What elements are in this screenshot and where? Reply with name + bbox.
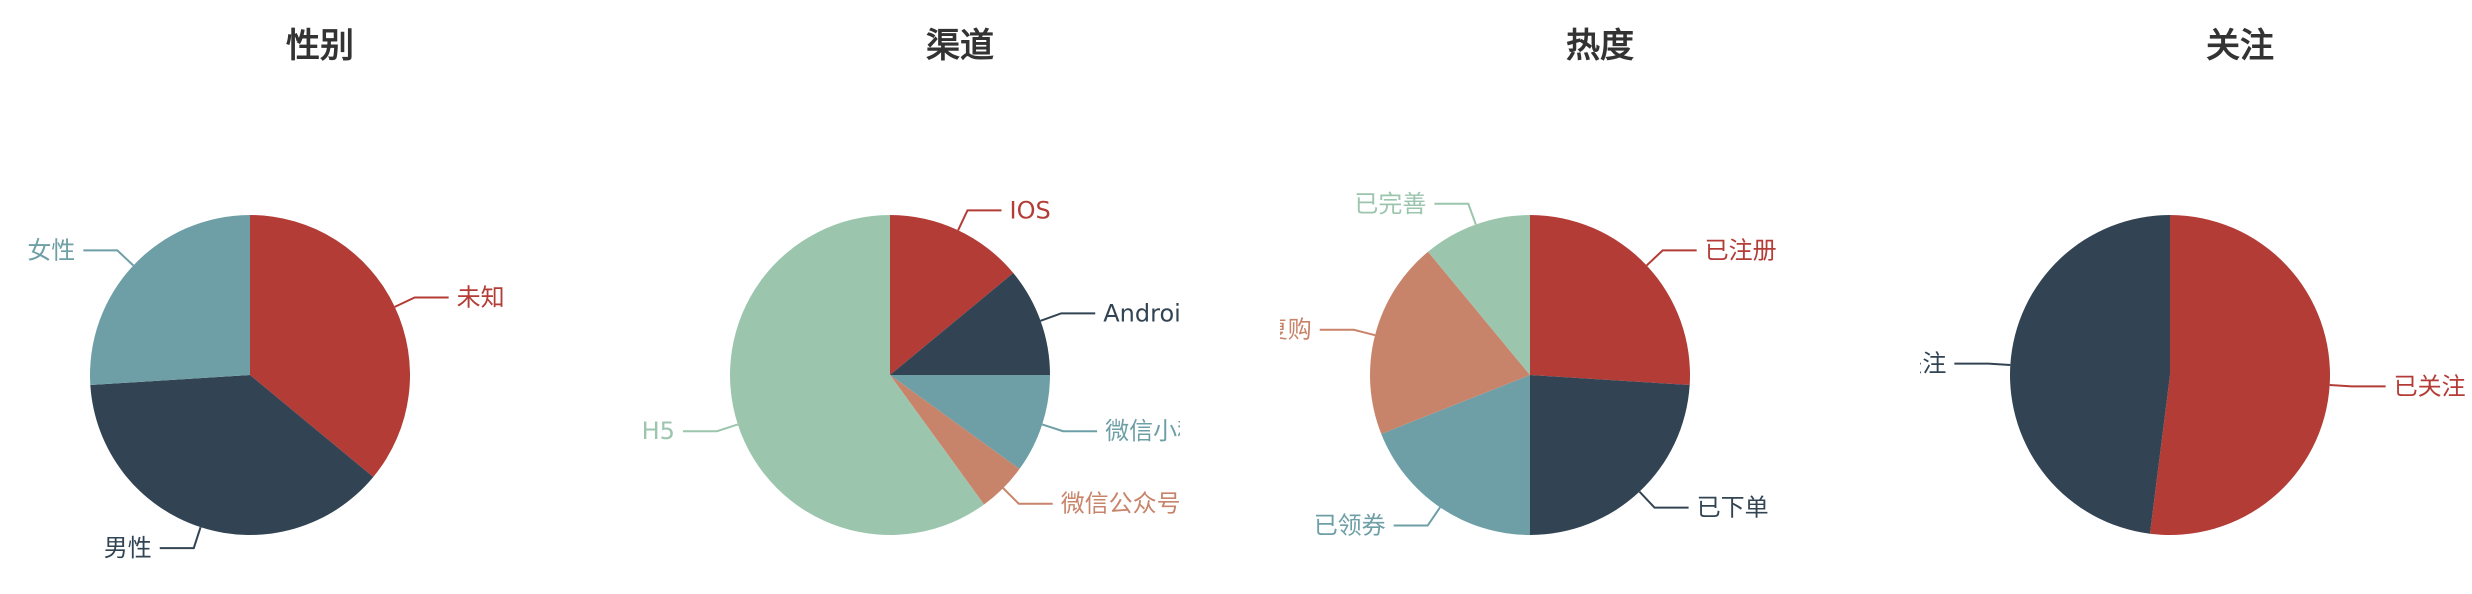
pie-slice[interactable] [890,375,1020,505]
pie-slice[interactable] [90,375,374,535]
pie-slice[interactable] [2149,215,2330,535]
chart-title: 性别 [286,26,354,66]
pie-slice[interactable] [890,273,1050,375]
pie-chart-follow: 关注 已关注 未关注 [1920,0,2472,594]
label-leader-line [1645,249,1697,267]
slice-label: H5 [642,417,675,445]
label-leader-line [957,209,1002,231]
label-leader-line [1638,490,1689,509]
pie-slice[interactable] [890,375,1050,470]
slice-label: 未关注 [1920,350,1946,378]
label-leader-line [83,249,135,267]
label-leader-line [1393,506,1441,527]
pie-slice[interactable] [1530,215,1690,386]
label-leader-line [682,423,739,433]
slice-label: 已复购 [1280,316,1312,344]
slice-label: 已完善 [1354,190,1426,218]
slice-label: 已下单 [1697,494,1769,522]
pie-slice[interactable] [250,215,410,477]
pie-chart-channel: 渠道 IOS Android 微信小程序微信公众号 H5 [640,0,1280,594]
chart-title: 关注 [2206,26,2274,66]
label-leader-line [1954,362,2011,366]
pie-slice[interactable] [90,215,250,386]
label-leader-line [1002,487,1053,505]
slice-label: 已领券 [1314,512,1386,540]
label-leader-line [394,296,449,308]
slice-label: 已关注 [2394,372,2466,400]
slice-label: 微信公众号 [1061,490,1180,518]
slice-label: IOS [1009,196,1050,224]
pie-svg: 已关注 未关注 [1920,215,2466,535]
pie-slice[interactable] [730,215,985,535]
chart-title: 热度 [1566,26,1634,66]
label-leader-line [159,526,202,550]
pie-slice[interactable] [2009,215,2170,534]
label-leader-line [1041,423,1098,433]
slice-label: 男性 [104,534,152,562]
pie-slice[interactable] [1530,375,1690,535]
pie-slice[interactable] [1370,251,1530,434]
slice-label: 已注册 [1705,236,1777,264]
slice-label: 微信小程序 [1105,417,1180,445]
slice-label: 未知 [457,284,505,312]
pie-slice[interactable] [890,215,1014,375]
pie-slice[interactable] [1428,215,1530,375]
pie-slice[interactable] [1381,375,1530,535]
pie-svg: IOS Android 微信小程序微信公众号 H5 [642,196,1180,535]
pie-chart-gender: 性别 未知男性 女性 [0,0,640,594]
label-leader-line [1040,312,1096,322]
slice-label: 女性 [27,236,75,264]
slice-label: Android [1103,299,1180,327]
label-leader-line [1319,328,1376,337]
label-leader-line [1434,202,1477,225]
chart-title: 渠道 [926,26,994,66]
label-leader-line [2329,384,2386,388]
